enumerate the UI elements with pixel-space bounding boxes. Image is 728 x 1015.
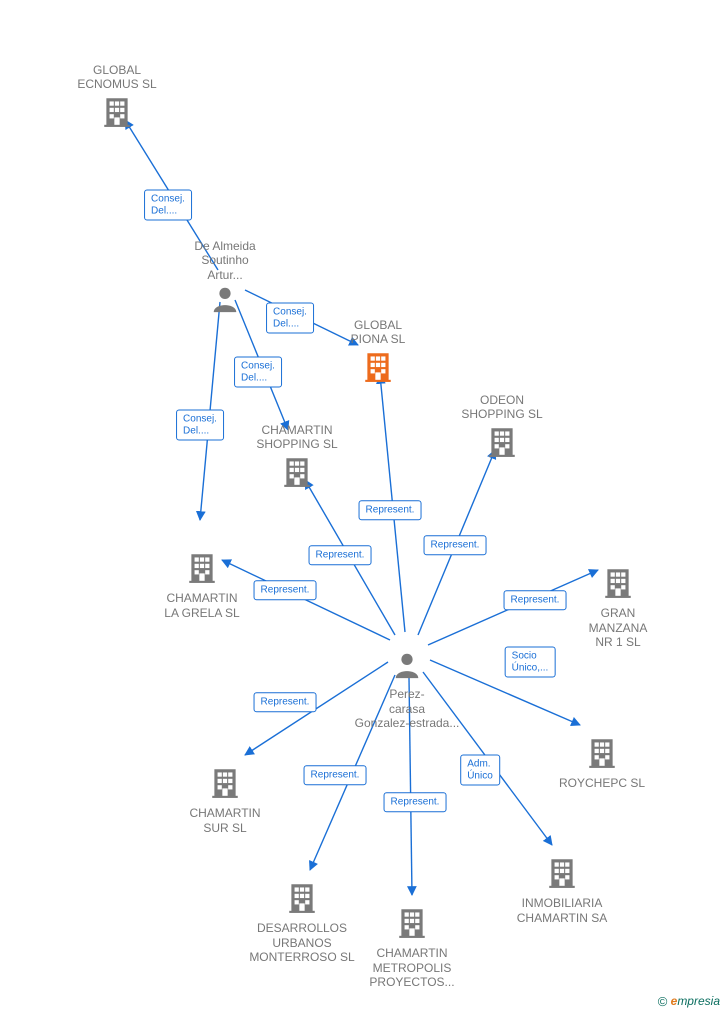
node-label: Perez-carasaGonzalez-estrada... [347, 687, 467, 730]
building-icon [280, 454, 314, 488]
node-label: GLOBALECNOMUS SL [57, 63, 177, 92]
building-icon [285, 880, 319, 914]
node-global-piona[interactable]: GLOBALPIONA SL [318, 318, 438, 386]
node-global-ecnomus[interactable]: GLOBALECNOMUS SL [57, 63, 177, 131]
edge-label: Represent. [504, 590, 567, 610]
node-label: ODEONSHOPPING SL [442, 393, 562, 422]
node-label: GLOBALPIONA SL [318, 318, 438, 347]
node-label: CHAMARTINLA GRELA SL [142, 591, 262, 620]
edge-label: Consej.Del.... [234, 357, 282, 388]
node-label: CHAMARTINMETROPOLISPROYECTOS... [352, 946, 472, 989]
edge-label: SocioÚnico,... [505, 647, 556, 678]
node-desarrollos[interactable]: DESARROLLOSURBANOSMONTERROSO SL [242, 880, 362, 965]
node-chamartin-grela[interactable]: CHAMARTINLA GRELA SL [142, 550, 262, 620]
brand-rest: mpresia [677, 994, 720, 1008]
node-label: INMOBILIARIACHAMARTIN SA [502, 896, 622, 925]
person-icon [210, 284, 240, 314]
edge-label: Represent. [304, 765, 367, 785]
node-chamartin-shop[interactable]: CHAMARTINSHOPPING SL [237, 423, 357, 491]
building-icon [361, 349, 395, 383]
edge-label: Represent. [384, 792, 447, 812]
node-label: ROYCHEPC SL [542, 776, 662, 790]
edge-label: Represent. [309, 545, 372, 565]
building-icon [185, 550, 219, 584]
building-icon [601, 565, 635, 599]
edge-label: Represent. [254, 580, 317, 600]
node-label: GRANMANZANANR 1 SL [558, 606, 678, 649]
edge-label: Consej.Del.... [176, 410, 224, 441]
edge-label: Adm.Único [460, 755, 500, 786]
node-label: CHAMARTINSHOPPING SL [237, 423, 357, 452]
node-chamartin-sur[interactable]: CHAMARTINSUR SL [165, 765, 285, 835]
node-roychepc[interactable]: ROYCHEPC SL [542, 735, 662, 791]
edge-label: Represent. [254, 692, 317, 712]
building-icon [208, 765, 242, 799]
building-icon [100, 94, 134, 128]
node-label: CHAMARTINSUR SL [165, 806, 285, 835]
copyright: © empresia [658, 994, 720, 1009]
edge-label: Represent. [359, 500, 422, 520]
node-chamartin-metro[interactable]: CHAMARTINMETROPOLISPROYECTOS... [352, 905, 472, 990]
building-icon [545, 855, 579, 889]
diagram-canvas: GLOBALECNOMUS SL De AlmeidaSoutinhoArtur… [0, 0, 728, 1015]
node-label: De AlmeidaSoutinhoArtur... [165, 239, 285, 282]
building-icon [585, 735, 619, 769]
edge-label: Consej.Del.... [266, 303, 314, 334]
node-odeon[interactable]: ODEONSHOPPING SL [442, 393, 562, 461]
edge-label: Consej.Del.... [144, 190, 192, 221]
node-inmobiliaria[interactable]: INMOBILIARIACHAMARTIN SA [502, 855, 622, 925]
node-gran-manzana[interactable]: GRANMANZANANR 1 SL [558, 565, 678, 650]
person-icon [392, 650, 422, 680]
building-icon [395, 905, 429, 939]
copyright-symbol: © [658, 994, 668, 1009]
building-icon [485, 424, 519, 458]
edge-label: Represent. [424, 535, 487, 555]
node-label: DESARROLLOSURBANOSMONTERROSO SL [242, 921, 362, 964]
node-perez[interactable]: Perez-carasaGonzalez-estrada... [347, 650, 467, 731]
